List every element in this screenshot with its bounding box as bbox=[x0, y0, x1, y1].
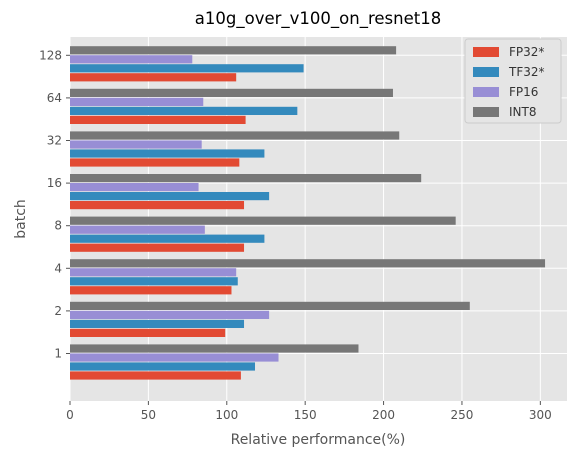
x-tick-label: 0 bbox=[66, 408, 74, 422]
bar-fp16-batch-4 bbox=[70, 268, 236, 276]
legend-label: FP32* bbox=[509, 45, 544, 59]
legend-label: FP16 bbox=[509, 85, 538, 99]
bar-tf32-batch-32 bbox=[70, 149, 264, 157]
x-tick-label: 50 bbox=[141, 408, 156, 422]
bar-tf32-batch-4 bbox=[70, 277, 238, 285]
x-tick-label: 300 bbox=[529, 408, 552, 422]
bar-tf32-batch-64 bbox=[70, 107, 297, 115]
x-axis-label: Relative performance(%) bbox=[231, 432, 406, 448]
bar-tf32-batch-16 bbox=[70, 192, 269, 200]
x-tick-label: 100 bbox=[215, 408, 238, 422]
x-tick-label: 200 bbox=[372, 408, 395, 422]
legend: FP32* TF32* FP16 INT8 bbox=[465, 39, 561, 123]
bar-int8-batch-16 bbox=[70, 174, 421, 182]
bar-fp32-batch-128 bbox=[70, 73, 236, 81]
bar-int8-batch-1 bbox=[70, 344, 358, 352]
y-axis-label: batch bbox=[13, 199, 29, 239]
bar-fp16-batch-128 bbox=[70, 55, 192, 63]
bar-int8-batch-128 bbox=[70, 46, 396, 54]
y-tick-labels: 1 2 4 8 16 32 64 128 bbox=[39, 48, 70, 360]
y-tick-label: 128 bbox=[39, 48, 62, 62]
bar-int8-batch-4 bbox=[70, 259, 545, 267]
bar-fp32-batch-32 bbox=[70, 158, 239, 166]
bar-fp32-batch-64 bbox=[70, 116, 246, 124]
chart-title: a10g_over_v100_on_resnet18 bbox=[195, 9, 441, 29]
bar-fp32-batch-8 bbox=[70, 244, 244, 252]
bar-fp16-batch-2 bbox=[70, 311, 269, 319]
bar-fp32-batch-16 bbox=[70, 201, 244, 209]
legend-swatch bbox=[473, 47, 499, 57]
bar-fp16-batch-8 bbox=[70, 226, 205, 234]
legend-label: TF32* bbox=[508, 65, 545, 79]
y-tick-label: 8 bbox=[54, 219, 62, 233]
bar-fp16-batch-64 bbox=[70, 98, 203, 106]
bar-int8-batch-64 bbox=[70, 89, 393, 97]
bar-tf32-batch-1 bbox=[70, 362, 255, 370]
legend-label: INT8 bbox=[509, 105, 536, 119]
y-tick-label: 32 bbox=[47, 134, 62, 148]
x-tick-label: 250 bbox=[451, 408, 474, 422]
y-tick-label: 4 bbox=[54, 261, 62, 275]
bar-tf32-batch-2 bbox=[70, 320, 244, 328]
bar-fp32-batch-1 bbox=[70, 371, 241, 379]
legend-swatch bbox=[473, 107, 499, 117]
bar-int8-batch-2 bbox=[70, 302, 470, 310]
y-tick-label: 64 bbox=[47, 91, 62, 105]
y-tick-label: 16 bbox=[47, 176, 62, 190]
legend-swatch bbox=[473, 87, 499, 97]
legend-swatch bbox=[473, 67, 499, 77]
x-tick-labels: 0 50 100 150 200 250 300 bbox=[66, 401, 552, 422]
bar-int8-batch-32 bbox=[70, 131, 399, 139]
x-tick-label: 150 bbox=[294, 408, 317, 422]
y-tick-label: 2 bbox=[54, 304, 62, 318]
bar-fp16-batch-16 bbox=[70, 183, 199, 191]
bar-fp16-batch-1 bbox=[70, 353, 279, 361]
bar-fp32-batch-4 bbox=[70, 286, 231, 294]
y-tick-label: 1 bbox=[54, 347, 62, 361]
bar-fp32-batch-2 bbox=[70, 329, 225, 337]
bar-tf32-batch-8 bbox=[70, 235, 264, 243]
bar-tf32-batch-128 bbox=[70, 64, 304, 72]
bar-int8-batch-8 bbox=[70, 217, 456, 225]
bar-fp16-batch-32 bbox=[70, 140, 202, 148]
